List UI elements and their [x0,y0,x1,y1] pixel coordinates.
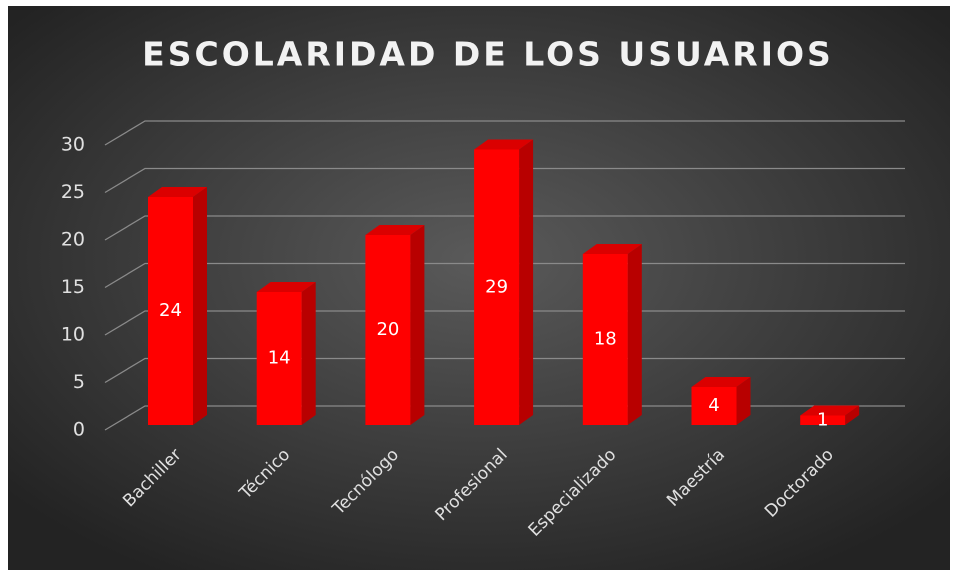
bar-top [582,244,642,254]
grid-line [104,310,905,336]
bar-side [736,377,751,425]
data-label: 18 [594,329,617,350]
bar-top [148,187,207,197]
bar-side [193,187,207,425]
data-label: 29 [485,276,508,297]
bar-side [410,225,425,425]
grid-line [104,167,905,194]
bar [582,254,628,425]
bar-side [519,139,534,425]
bar-side [845,405,860,425]
y-tick-label: 25 [61,181,85,203]
grid-line [104,120,905,146]
grid-line [104,215,905,241]
y-tick-label: 30 [61,134,85,156]
bar [474,149,520,425]
data-label: 24 [159,300,182,321]
bar-side [301,282,316,425]
y-tick-label: 0 [73,419,85,441]
y-tick-label: 5 [73,371,85,393]
bar-top [474,139,534,150]
grid-line [104,357,905,384]
bar [256,292,302,425]
data-label: 20 [376,319,399,340]
bar-top [691,377,751,387]
data-label: 14 [268,348,291,369]
grid-line [104,405,905,431]
bar [691,387,737,425]
bar-top [800,405,860,416]
bar [148,197,193,425]
bar [365,235,411,425]
bar-side [627,244,642,425]
y-tick-label: 10 [61,324,85,346]
bar [800,415,846,425]
grid-line [104,262,905,289]
bar-top [365,225,425,235]
bar-top [256,282,316,292]
y-tick-label: 15 [61,276,85,298]
chart-title: ESCOLARIDAD DE LOS USUARIOS [142,35,834,74]
data-label: 4 [708,395,719,416]
y-tick-label: 20 [61,229,85,251]
data-label: 1 [817,409,828,430]
